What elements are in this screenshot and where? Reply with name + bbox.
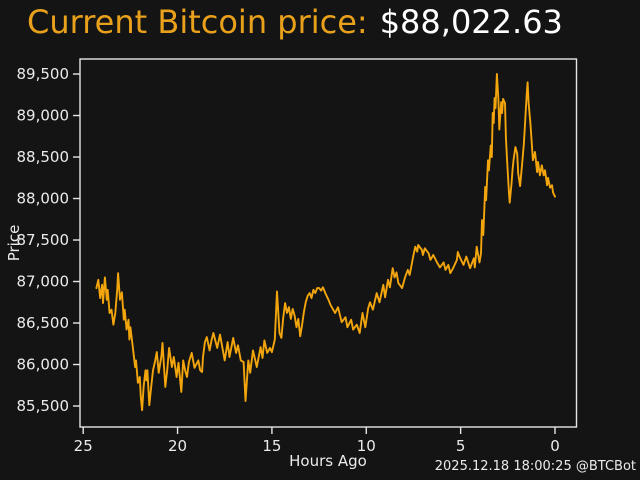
title-price-value: $88,022.63 [379,3,563,41]
timestamp-watermark: 2025.12.18 18:00:25 @BTCBot [434,459,636,474]
x-tick-label: 0 [550,437,560,455]
x-tick-label: 15 [262,437,281,455]
y-tick-label: 89,500 [17,65,70,83]
y-tick-label: 86,000 [17,356,70,374]
x-tick-label: 20 [168,437,187,455]
y-tick-label: 87,000 [17,273,70,291]
y-tick-label: 85,500 [17,397,70,415]
y-tick-label: 88,500 [17,148,70,166]
y-tick-label: 86,500 [17,314,70,332]
page-title: Current Bitcoin price: $88,022.63 [27,4,563,41]
y-axis-title: Price [5,224,23,262]
y-tick-label: 87,500 [17,231,70,249]
price-line [95,73,556,412]
y-tick-label: 88,000 [17,190,70,208]
y-tick-label: 89,000 [17,107,70,125]
x-axis-title: Hours Ago [289,452,367,470]
x-tick-label: 25 [74,437,93,455]
x-tick-label: 10 [357,437,376,455]
title-label: Current Bitcoin price: [27,3,368,41]
x-tick-label: 5 [456,437,466,455]
plot-frame [79,58,578,428]
